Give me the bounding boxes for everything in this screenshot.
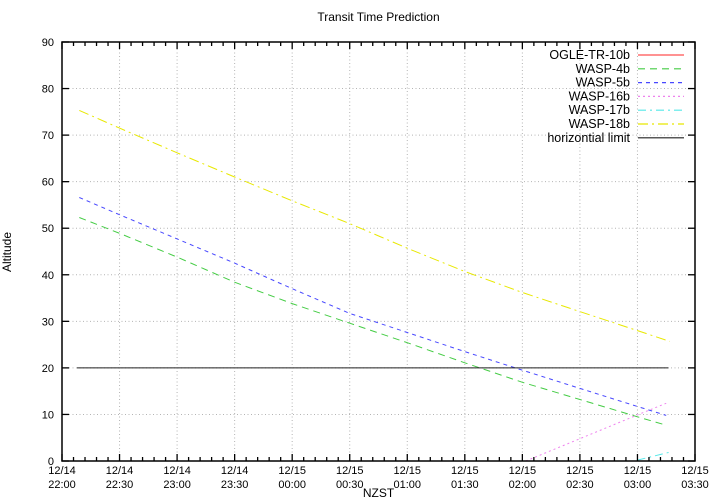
x-tick-label-date: 12/14 <box>48 465 76 477</box>
legend-label: WASP-18b <box>569 117 630 131</box>
x-tick-label-time: 00:00 <box>278 479 306 491</box>
series-line-wasp-5b <box>79 197 667 416</box>
x-tick-label-time: 22:00 <box>48 479 76 491</box>
x-tick-label-date: 12/15 <box>681 465 709 477</box>
y-tick-label: 20 <box>42 363 54 375</box>
x-tick-label-date: 12/15 <box>566 465 594 477</box>
y-tick-label: 90 <box>42 37 54 49</box>
x-tick-label-date: 12/15 <box>624 465 652 477</box>
y-tick-label: 30 <box>42 316 54 328</box>
x-tick-label-time: 03:30 <box>681 479 709 491</box>
chart-title: Transit Time Prediction <box>317 10 440 24</box>
x-axis-label: NZST <box>362 486 395 500</box>
x-tick-label-date: 12/14 <box>106 465 134 477</box>
x-tick-label-time: 22:30 <box>106 479 134 491</box>
legend-label: WASP-16b <box>569 89 630 103</box>
legend-label: horizontial limit <box>547 131 630 145</box>
x-tick-label-date: 12/15 <box>451 465 479 477</box>
y-tick-label: 60 <box>42 177 54 189</box>
y-tick-label: 40 <box>42 270 54 282</box>
x-tick-label-time: 23:00 <box>163 479 191 491</box>
y-tick-label: 70 <box>42 130 54 142</box>
legend-label: WASP-4b <box>576 62 630 76</box>
x-tick-label-date: 12/15 <box>509 465 537 477</box>
x-tick-label-time: 00:30 <box>336 479 364 491</box>
x-tick-label-time: 01:30 <box>451 479 479 491</box>
legend-label: WASP-5b <box>576 76 630 90</box>
x-tick-label-time: 02:00 <box>509 479 537 491</box>
y-tick-label: 10 <box>42 409 54 421</box>
y-tick-label: 0 <box>48 456 54 468</box>
plot-border <box>61 41 696 462</box>
legend-label: WASP-17b <box>569 103 630 117</box>
series-line-wasp-4b <box>79 217 667 426</box>
series-line-wasp-17b <box>637 451 670 461</box>
x-tick-label-date: 12/14 <box>221 465 249 477</box>
x-tick-label-date: 12/15 <box>394 465 422 477</box>
x-tick-label-time: 01:00 <box>394 479 422 491</box>
x-tick-label-date: 12/15 <box>278 465 306 477</box>
x-tick-label-time: 02:30 <box>566 479 594 491</box>
x-tick-label-date: 12/15 <box>336 465 364 477</box>
x-tick-label-time: 03:00 <box>624 479 652 491</box>
series-line-wasp-18b <box>79 109 670 342</box>
y-tick-label: 80 <box>42 84 54 96</box>
legend-label: OGLE-TR-10b <box>549 48 630 62</box>
x-tick-label-date: 12/14 <box>163 465 191 477</box>
y-tick-label: 50 <box>42 223 54 235</box>
x-tick-label-time: 23:30 <box>221 479 249 491</box>
series-line-wasp-16b <box>525 402 667 462</box>
